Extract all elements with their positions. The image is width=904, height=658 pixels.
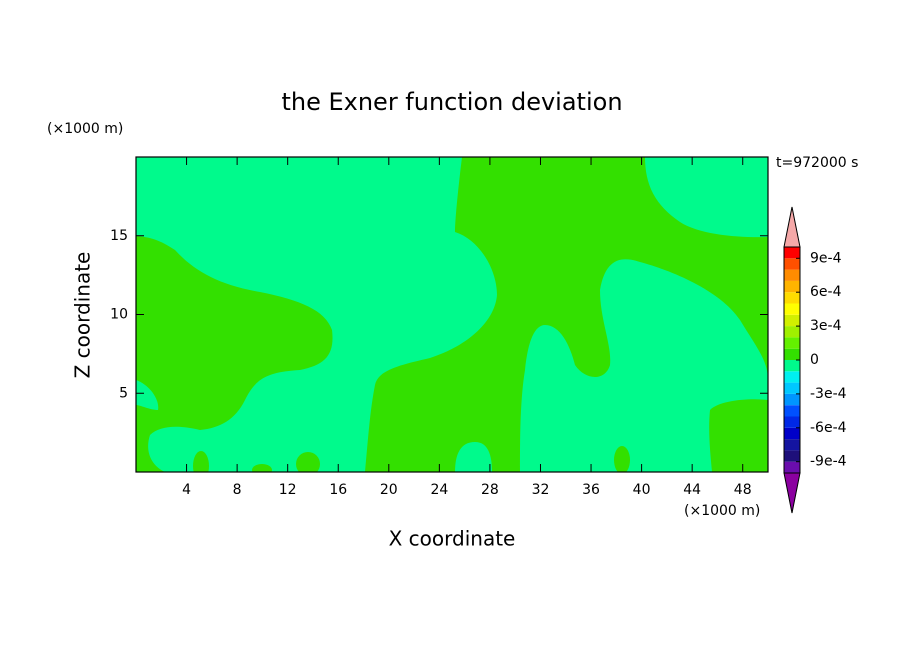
colorbar-bin <box>784 292 800 304</box>
colorbar-tick-label: -6e-4 <box>810 420 847 436</box>
colorbar-extend-high <box>783 206 801 248</box>
x-axis-label: X coordinate <box>389 527 516 551</box>
colorbar-bin <box>784 269 800 281</box>
x-tick-label: 16 <box>329 482 347 498</box>
colorbar-bin <box>784 280 800 293</box>
contour-fill-low <box>136 157 497 472</box>
colorbar-bin <box>784 439 800 451</box>
colorbar-bin <box>784 382 800 394</box>
colorbar-bin <box>784 360 800 372</box>
time-label: t=972000 s <box>776 155 858 171</box>
colorbar-bin <box>784 371 800 383</box>
colorbar-tick-label: 0 <box>810 352 819 368</box>
contour-fill-high <box>296 452 320 472</box>
colorbar-bin <box>784 247 800 259</box>
colorbar-bin <box>784 314 800 327</box>
contour-fill-low <box>455 442 492 472</box>
x-tick-label: 40 <box>633 482 651 498</box>
x-tick-label: 32 <box>532 482 550 498</box>
x-unit: (×1000 m) <box>684 503 760 519</box>
colorbar-extend-low <box>783 472 801 514</box>
x-tick-label: 8 <box>233 482 242 498</box>
contour-fill-high <box>614 446 630 472</box>
colorbar-bin <box>784 405 800 417</box>
contour-fill-low <box>645 157 768 238</box>
contour-fill-low <box>136 380 159 410</box>
colorbar-tick-label: -3e-4 <box>810 386 847 402</box>
colorbar-bin <box>784 326 800 338</box>
colorbar-bin <box>784 348 800 360</box>
colorbar-bin <box>784 461 800 473</box>
colorbar-tick-label: 3e-4 <box>810 318 842 334</box>
colorbar-bin <box>784 450 800 462</box>
x-tick-label: 48 <box>734 482 752 498</box>
colorbar-bin <box>784 427 800 440</box>
contour-fill-low <box>520 259 768 472</box>
colorbar-tick-label: 9e-4 <box>810 250 842 266</box>
colorbar-bin <box>784 337 800 349</box>
contour-fill-high <box>193 451 209 472</box>
colorbar-bin <box>784 303 800 315</box>
x-tick-label: 44 <box>683 482 701 498</box>
y-axis-label: Z coordinate <box>71 252 95 379</box>
x-tick-label: 4 <box>182 482 191 498</box>
x-tick-label: 20 <box>380 482 398 498</box>
colorbar-bin <box>784 416 800 428</box>
y-tick-label: 15 <box>110 228 128 244</box>
colorbar-bin <box>784 258 800 270</box>
x-tick-label: 24 <box>430 482 448 498</box>
contour-field <box>136 157 768 472</box>
y-unit: (×1000 m) <box>47 121 123 137</box>
contour-fill-high <box>252 464 272 472</box>
colorbar-tick-label: -9e-4 <box>810 454 847 470</box>
chart-title: the Exner function deviation <box>281 88 622 116</box>
x-tick-label: 28 <box>481 482 499 498</box>
x-tick-label: 12 <box>279 482 297 498</box>
colorbar-tick-label: 6e-4 <box>810 284 842 300</box>
colorbar-bin <box>784 393 800 406</box>
y-tick-label: 5 <box>119 385 128 401</box>
y-tick-label: 10 <box>110 307 128 323</box>
x-tick-label: 36 <box>582 482 600 498</box>
